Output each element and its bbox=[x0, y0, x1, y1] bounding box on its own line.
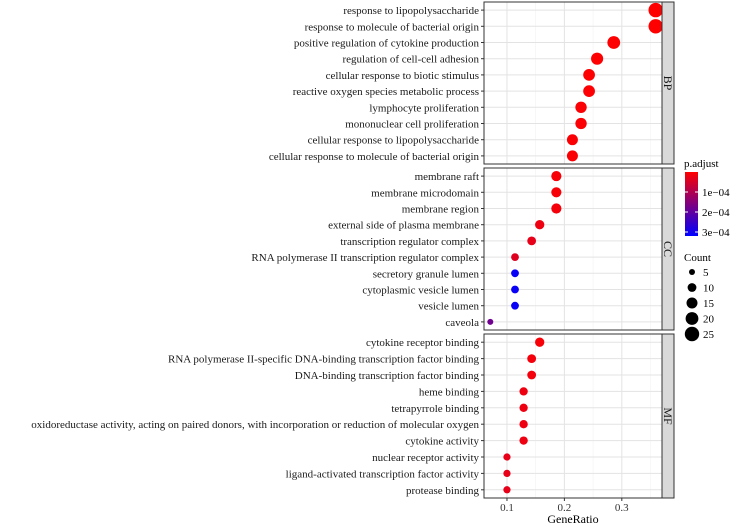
term-label: cytoplasmic vesicle lumen bbox=[362, 285, 479, 297]
term-label: cellular response to lipopolysaccharide bbox=[308, 135, 479, 147]
term-label: cytokine receptor binding bbox=[366, 337, 480, 349]
term-label: vesicle lumen bbox=[418, 301, 479, 313]
size-legend-label: 15 bbox=[703, 298, 715, 310]
term-label: response to lipopolysaccharide bbox=[343, 5, 479, 17]
term-dot bbox=[535, 337, 545, 347]
facet-strip bbox=[661, 167, 675, 331]
term-dot bbox=[566, 134, 578, 146]
term-dot bbox=[583, 85, 595, 97]
facet-strip-label: CC bbox=[661, 241, 675, 257]
panel-bp: response to lipopolysaccharide response t… bbox=[269, 1, 675, 165]
term-dot bbox=[487, 318, 494, 325]
term-dot bbox=[575, 101, 587, 113]
term-label: cytokine activity bbox=[405, 436, 479, 448]
size-legend-items: 5 10 15 20 25 bbox=[684, 267, 715, 342]
term-dot bbox=[511, 269, 519, 278]
term-label: membrane region bbox=[402, 204, 480, 216]
term-dot bbox=[535, 220, 545, 230]
term-dot bbox=[519, 403, 528, 412]
term-label: cellular response to molecule of bacteri… bbox=[269, 151, 480, 163]
term-dot bbox=[591, 52, 604, 65]
term-label: RNA polymerase II-specific DNA-binding t… bbox=[168, 354, 479, 366]
term-dot bbox=[503, 486, 511, 494]
term-label: protease binding bbox=[406, 485, 480, 497]
size-legend-dot bbox=[689, 269, 695, 275]
x-tick-label: 0.2 bbox=[558, 502, 572, 514]
term-label: nuclear receptor activity bbox=[372, 452, 479, 464]
term-label: external side of plasma membrane bbox=[328, 220, 479, 232]
term-label: regulation of cell-cell adhesion bbox=[342, 54, 479, 66]
facet-strip-label: MF bbox=[661, 407, 675, 425]
term-dot bbox=[511, 301, 519, 310]
term-label: mononuclear cell proliferation bbox=[345, 119, 479, 131]
x-tick-label: 0.3 bbox=[615, 502, 629, 514]
term-label: ligand-activated transcription factor ac… bbox=[286, 468, 480, 480]
size-legend-dot bbox=[685, 312, 699, 325]
term-dot bbox=[511, 253, 519, 262]
size-legend-label: 10 bbox=[703, 283, 715, 295]
facet-panels: response to lipopolysaccharide response t… bbox=[31, 1, 675, 499]
term-label: DNA-binding transcription factor binding bbox=[295, 370, 480, 382]
x-axis: 0.1 0.2 0.3 bbox=[500, 498, 629, 514]
x-axis-title: GeneRatio bbox=[547, 512, 598, 524]
term-dot bbox=[519, 420, 528, 429]
term-dot bbox=[648, 2, 663, 18]
panel-cc: membrane raft membrane microdomain membran… bbox=[251, 167, 675, 331]
term-dot bbox=[503, 469, 511, 478]
term-dot bbox=[527, 354, 537, 364]
color-legend: p.adjust 1e−04 2e−04 3e−04 bbox=[684, 158, 730, 239]
color-tick-label: 3e−04 bbox=[702, 227, 730, 239]
term-dot bbox=[575, 117, 587, 130]
term-label: tetrapyrrole binding bbox=[391, 403, 479, 415]
color-legend-title: p.adjust bbox=[684, 158, 719, 170]
color-tick-label: 1e−04 bbox=[702, 187, 730, 199]
term-dot bbox=[583, 69, 595, 81]
facet-strip bbox=[661, 333, 675, 499]
term-label: positive regulation of cytokine producti… bbox=[294, 38, 480, 50]
color-legend-ticks: 1e−04 2e−04 3e−04 bbox=[685, 187, 730, 239]
x-tick-label: 0.1 bbox=[500, 502, 514, 514]
term-dot bbox=[519, 436, 528, 445]
term-label: transcription regulator complex bbox=[340, 236, 479, 248]
term-label: lymphocyte proliferation bbox=[369, 102, 479, 114]
term-dot bbox=[551, 187, 562, 198]
term-dot bbox=[648, 19, 663, 34]
term-dot bbox=[527, 236, 537, 246]
term-dot bbox=[503, 453, 511, 461]
term-dot bbox=[607, 36, 621, 49]
size-legend-label: 20 bbox=[703, 314, 715, 326]
term-label: reactive oxygen species metabolic proces… bbox=[293, 86, 479, 98]
term-label: RNA polymerase II transcription regulato… bbox=[251, 252, 479, 264]
facet-strip-label: BP bbox=[661, 76, 675, 91]
term-dot bbox=[551, 171, 562, 182]
color-tick-label: 2e−04 bbox=[702, 207, 730, 219]
term-dot bbox=[551, 203, 562, 214]
term-dot bbox=[566, 150, 578, 162]
term-label: membrane microdomain bbox=[371, 187, 479, 199]
size-legend-dot bbox=[687, 283, 697, 292]
panel-mf: cytokine receptor binding RNA polymerase … bbox=[31, 333, 675, 499]
size-legend-title: Count bbox=[684, 252, 711, 264]
size-legend-dot bbox=[684, 326, 700, 342]
term-dot bbox=[511, 285, 519, 294]
term-label: response to molecule of bacterial origin bbox=[305, 21, 480, 33]
term-dot bbox=[519, 387, 528, 396]
term-label: secretory granule lumen bbox=[373, 268, 480, 280]
term-label: oxidoreductase activity, acting on paire… bbox=[31, 419, 479, 431]
term-label: membrane raft bbox=[415, 171, 479, 183]
size-legend-dot bbox=[686, 297, 698, 309]
size-legend-label: 5 bbox=[703, 267, 709, 279]
size-legend: Count 5 10 15 20 25 bbox=[684, 252, 715, 342]
facet-strip bbox=[661, 1, 675, 165]
term-dot bbox=[527, 370, 537, 380]
panel-background bbox=[484, 334, 662, 498]
term-label: caveola bbox=[445, 317, 479, 329]
color-legend-bar bbox=[685, 172, 698, 236]
term-label: cellular response to biotic stimulus bbox=[326, 70, 479, 82]
term-label: heme binding bbox=[419, 386, 480, 398]
size-legend-label: 25 bbox=[703, 329, 715, 341]
